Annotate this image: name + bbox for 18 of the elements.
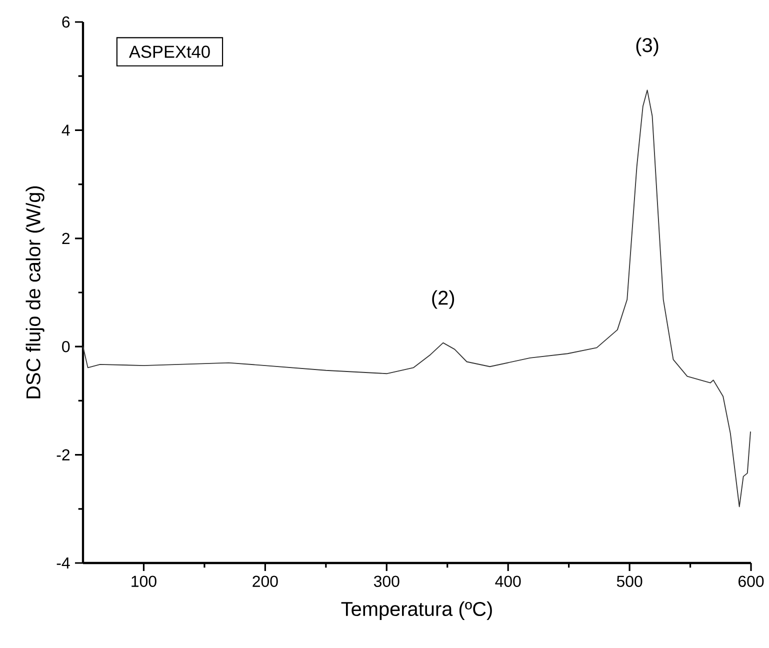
y-tick-label: 2 (62, 232, 70, 244)
x-tick-label: 200 (252, 576, 278, 587)
annotation: ASPEXt40 (128, 46, 210, 58)
y-tick-label: -4 (56, 558, 70, 568)
annotation: (2) (432, 290, 454, 309)
y-tick-label: 4 (62, 124, 70, 136)
x-tick-label: 300 (374, 576, 400, 587)
x-tick-label: 600 (738, 576, 764, 587)
annotation: (3) (636, 38, 658, 56)
y-axis-title: DSC flujo de calor (W/g) (26, 186, 44, 398)
y-tick-label: -2 (56, 449, 70, 460)
x-tick-label: 100 (132, 576, 156, 587)
line-series (82, 90, 751, 508)
x-tick-label: 500 (616, 576, 642, 587)
x-axis-title: Temperatura (ºC) (341, 601, 492, 620)
x-tick-label: 400 (495, 576, 521, 587)
y-tick-label: 0 (62, 340, 70, 352)
y-tick-label: 6 (62, 16, 70, 28)
